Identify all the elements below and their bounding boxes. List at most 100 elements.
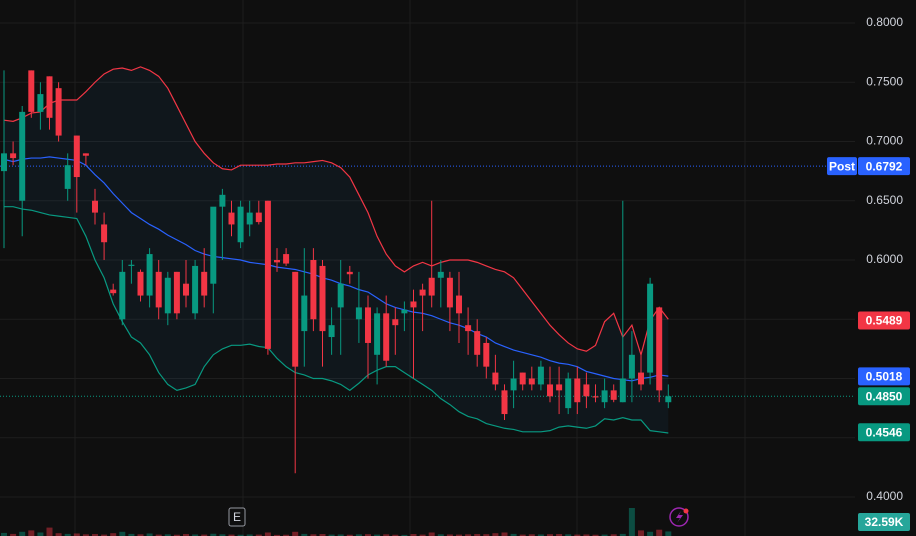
volume-bar [437, 534, 444, 536]
volume-bar [301, 533, 308, 536]
candle-body [528, 378, 535, 385]
candle-body [428, 277, 435, 296]
volume-bar [456, 534, 462, 536]
volume-bar [619, 533, 626, 536]
price-tag: Post [829, 159, 855, 173]
candle-body [346, 271, 353, 275]
price-label: 0.5489 [866, 314, 903, 328]
candle-body [519, 372, 526, 385]
volume-bar [656, 529, 663, 536]
price-label: 0.5018 [866, 370, 903, 384]
volume-bar [501, 532, 508, 536]
volume-bar [374, 534, 381, 536]
candle-body [319, 265, 326, 332]
candle-body [574, 378, 581, 403]
candle-body [82, 153, 89, 156]
y-tick-label: 0.6500 [866, 193, 903, 207]
candle-body [92, 200, 98, 213]
volume-bar [173, 534, 180, 536]
candle-body [474, 331, 481, 355]
volume-bar [146, 533, 153, 536]
volume-bar [610, 534, 617, 536]
volume-bar [556, 534, 563, 536]
candle-body [255, 212, 262, 223]
volume-bar [183, 534, 189, 536]
volume-bar [665, 531, 672, 536]
candle-body [246, 212, 253, 225]
candle-body [119, 271, 126, 320]
candle-body [365, 307, 371, 343]
volume-bar [46, 527, 53, 536]
candle-body [310, 260, 317, 320]
candle-body [110, 289, 117, 294]
candle-body [28, 70, 35, 112]
price-label-box [858, 367, 910, 386]
y-tick-label: 0.7000 [866, 134, 903, 148]
candle-body [237, 206, 244, 243]
volume-bar [492, 533, 499, 536]
volume-bar [547, 534, 553, 536]
volume-bar [337, 534, 344, 536]
candle-body [37, 94, 44, 112]
volume-bar [583, 534, 590, 536]
volume-bar [19, 531, 26, 536]
volume-label: 32.59K [865, 515, 904, 529]
candle-body [355, 307, 362, 320]
volume-bar [319, 534, 326, 536]
candle-body [192, 265, 199, 314]
volume-bar [565, 534, 572, 536]
price-tag-box [827, 157, 857, 176]
candle-body [401, 309, 408, 314]
volume-bar [201, 534, 208, 536]
candle-body [101, 224, 108, 243]
candle-body [183, 283, 189, 296]
volume-bar [28, 530, 35, 536]
candle-body [492, 372, 499, 385]
candle-body [164, 277, 171, 314]
volume-bar [537, 534, 544, 536]
volume-bar [82, 534, 89, 536]
volume-bar [519, 534, 526, 536]
candle-body [219, 194, 226, 207]
plot [0, 22, 855, 536]
volume-bar [647, 531, 654, 536]
candle-body [419, 289, 426, 296]
candle-body [328, 325, 335, 338]
volume-bar [474, 534, 481, 536]
candle-body [638, 372, 644, 385]
volume-bar [574, 534, 581, 536]
candle-body [628, 354, 635, 379]
candle-body [665, 396, 672, 403]
candle-body [73, 135, 80, 178]
candle-body [619, 378, 626, 403]
volume-bar [1, 532, 7, 536]
volume-bar [10, 533, 17, 536]
candle-body [565, 378, 572, 409]
volume-bar [137, 534, 144, 536]
event-marker[interactable]: E [233, 510, 241, 524]
volume-bar [55, 533, 62, 536]
candle-body [483, 342, 490, 367]
event-marker-box[interactable] [228, 507, 246, 527]
candle-body [456, 295, 462, 314]
candle-body [446, 277, 453, 308]
band-line [3, 156, 669, 382]
volume-bar [264, 532, 271, 536]
volume-bar [419, 534, 426, 536]
volume-bar [110, 533, 117, 536]
candle-body [592, 396, 599, 398]
candle-body [274, 260, 280, 263]
candle-body [537, 366, 544, 385]
volume-bar [328, 534, 335, 536]
volume-bar [255, 534, 262, 536]
news-icon[interactable] [669, 507, 689, 527]
volume-bar [355, 534, 362, 536]
volume-bar [392, 534, 399, 536]
volume-bar [638, 530, 644, 536]
volume-bar [446, 534, 453, 536]
band-line [3, 66, 669, 357]
volume-bar [274, 534, 280, 536]
volume-bar [346, 534, 353, 536]
